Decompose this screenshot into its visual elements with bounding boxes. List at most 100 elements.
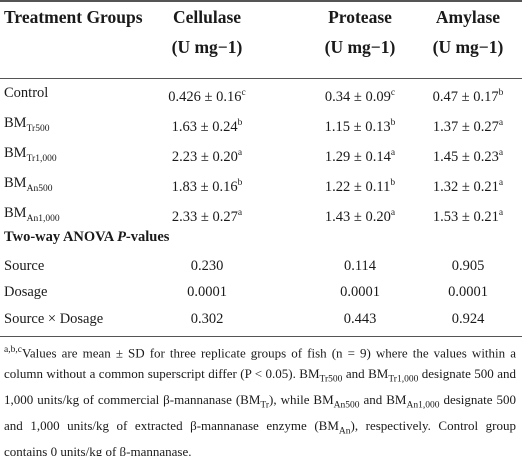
top-rule xyxy=(0,0,522,2)
text-segment: 0.0001 xyxy=(448,284,488,300)
table-cell: 0.114 xyxy=(344,256,376,276)
header-cell: (U mg−1) xyxy=(324,37,396,57)
text-segment: Tr500 xyxy=(319,374,343,385)
text-segment: Tr xyxy=(260,400,270,411)
text-segment: 1.32 ± 0.21 xyxy=(432,178,499,195)
table-cell: 0.443 xyxy=(344,309,377,329)
table-cell: 1.22 ± 0.11b xyxy=(325,173,395,197)
text-segment: BM xyxy=(4,205,27,221)
text-segment: b xyxy=(237,118,243,128)
text-segment: c xyxy=(390,88,396,98)
bottom-rule xyxy=(0,336,522,337)
header-cell: Amylase xyxy=(435,7,501,27)
text-segment: 0.47 ± 0.17 xyxy=(432,88,499,105)
text-segment: 0.905 xyxy=(451,258,485,274)
text-segment: a xyxy=(237,148,243,158)
header-cell: Cellulase xyxy=(172,7,242,27)
text-segment: 1.63 ± 0.24 xyxy=(171,118,238,135)
text-segment: b xyxy=(390,178,396,188)
header-rule xyxy=(0,78,522,79)
text-segment: Source xyxy=(4,258,45,274)
text-segment: 0.426 ± 0.16 xyxy=(168,88,242,105)
text-segment: and BM xyxy=(342,365,389,381)
text-segment: 0.0001 xyxy=(340,284,380,300)
text-segment: a xyxy=(390,208,396,218)
table-cell: BMTr1,000 xyxy=(4,143,57,169)
text-segment: 1.53 ± 0.21 xyxy=(432,208,499,225)
text-segment: An xyxy=(338,426,351,437)
table-cell: 0.230 xyxy=(191,256,224,276)
text-segment: 2.33 ± 0.27 xyxy=(171,208,238,225)
text-segment: Values are mean ± SD for three replicate… xyxy=(4,345,516,381)
table-cell: 0.0001 xyxy=(448,282,488,302)
table-cell: 0.47 ± 0.17b xyxy=(433,83,504,107)
text-segment: An500 xyxy=(333,400,360,411)
text-segment: 0.924 xyxy=(451,311,485,327)
text-segment: a xyxy=(498,148,504,158)
table-cell: Control xyxy=(4,83,48,103)
table-cell: 0.426 ± 0.16c xyxy=(168,83,245,107)
text-segment: An1,000 xyxy=(406,400,440,411)
table-cell: 1.45 ± 0.23a xyxy=(433,143,503,167)
text-segment: BM xyxy=(4,145,27,161)
table-cell: 1.32 ± 0.21a xyxy=(433,173,503,197)
text-segment: An500 xyxy=(26,183,53,194)
text-segment: 1.15 ± 0.13 xyxy=(324,118,391,135)
text-segment: Control xyxy=(4,85,49,101)
text-segment: a xyxy=(498,118,504,128)
text-segment: b xyxy=(237,178,243,188)
text-segment: a,b,c xyxy=(4,345,22,355)
table-cell: 1.15 ± 0.13b xyxy=(325,113,396,137)
text-segment: BM xyxy=(4,115,27,131)
table-cell: Source × Dosage xyxy=(4,309,103,329)
text-segment: a xyxy=(237,208,243,218)
table-cell: 2.33 ± 0.27a xyxy=(172,203,242,227)
text-segment: a xyxy=(498,208,504,218)
table-cell: BMTr500 xyxy=(4,113,49,139)
table-cell: 0.0001 xyxy=(340,282,380,302)
text-segment: P xyxy=(117,229,126,245)
text-segment: 1.29 ± 0.14 xyxy=(324,148,391,165)
text-segment: c xyxy=(241,88,246,98)
text-segment: Tr1,000 xyxy=(388,374,419,385)
table-cell: 1.53 ± 0.21a xyxy=(433,203,503,227)
header-cell: Protease xyxy=(328,7,392,27)
table-cell: 0.302 xyxy=(191,309,224,329)
text-segment: 1.45 ± 0.23 xyxy=(432,148,499,165)
text-segment: b xyxy=(498,88,504,98)
footnote: a,b,cValues are mean ± SD for three repl… xyxy=(4,340,516,456)
table-cell: 1.83 ± 0.16b xyxy=(172,173,243,197)
text-segment: An1,000 xyxy=(26,213,60,224)
text-segment: 0.0001 xyxy=(187,284,227,300)
table-cell: 2.23 ± 0.20a xyxy=(172,143,242,167)
header-cell: (U mg−1) xyxy=(171,37,243,57)
text-segment: 0.302 xyxy=(190,311,224,327)
header-cell: Treatment Groups xyxy=(4,7,143,27)
text-segment: Source × Dosage xyxy=(4,311,104,327)
text-segment: Two-way ANOVA xyxy=(4,229,118,245)
table-cell: Dosage xyxy=(4,282,48,302)
text-segment: ), respectively. Control group contains … xyxy=(4,418,516,456)
text-segment: and BM xyxy=(359,391,407,407)
text-segment: 1.22 ± 0.11 xyxy=(324,178,391,195)
table-cell: 1.63 ± 0.24b xyxy=(172,113,243,137)
table-cell: BMAn1,000 xyxy=(4,203,60,229)
text-segment: 0.230 xyxy=(190,258,224,274)
text-segment: 1.83 ± 0.16 xyxy=(171,178,238,195)
table-cell: 1.37 ± 0.27a xyxy=(433,113,503,137)
text-segment: Tr1,000 xyxy=(26,153,57,164)
text-segment: 1.43 ± 0.20 xyxy=(324,208,391,225)
header-cell: (U mg−1) xyxy=(432,37,504,57)
text-segment: BM xyxy=(4,175,27,191)
table-cell: BMAn500 xyxy=(4,173,52,199)
text-segment: a xyxy=(390,148,396,158)
text-segment: Dosage xyxy=(4,284,48,300)
text-segment: designate 500 and 1,000 units/kg of extr… xyxy=(4,391,517,434)
text-segment: 2.23 ± 0.20 xyxy=(171,148,238,165)
table-cell: 0.905 xyxy=(452,256,485,276)
text-segment: ), while BM xyxy=(269,391,334,407)
text-segment: 0.443 xyxy=(343,311,377,327)
text-segment: b xyxy=(390,118,396,128)
table-cell: 0.34 ± 0.09c xyxy=(325,83,395,107)
